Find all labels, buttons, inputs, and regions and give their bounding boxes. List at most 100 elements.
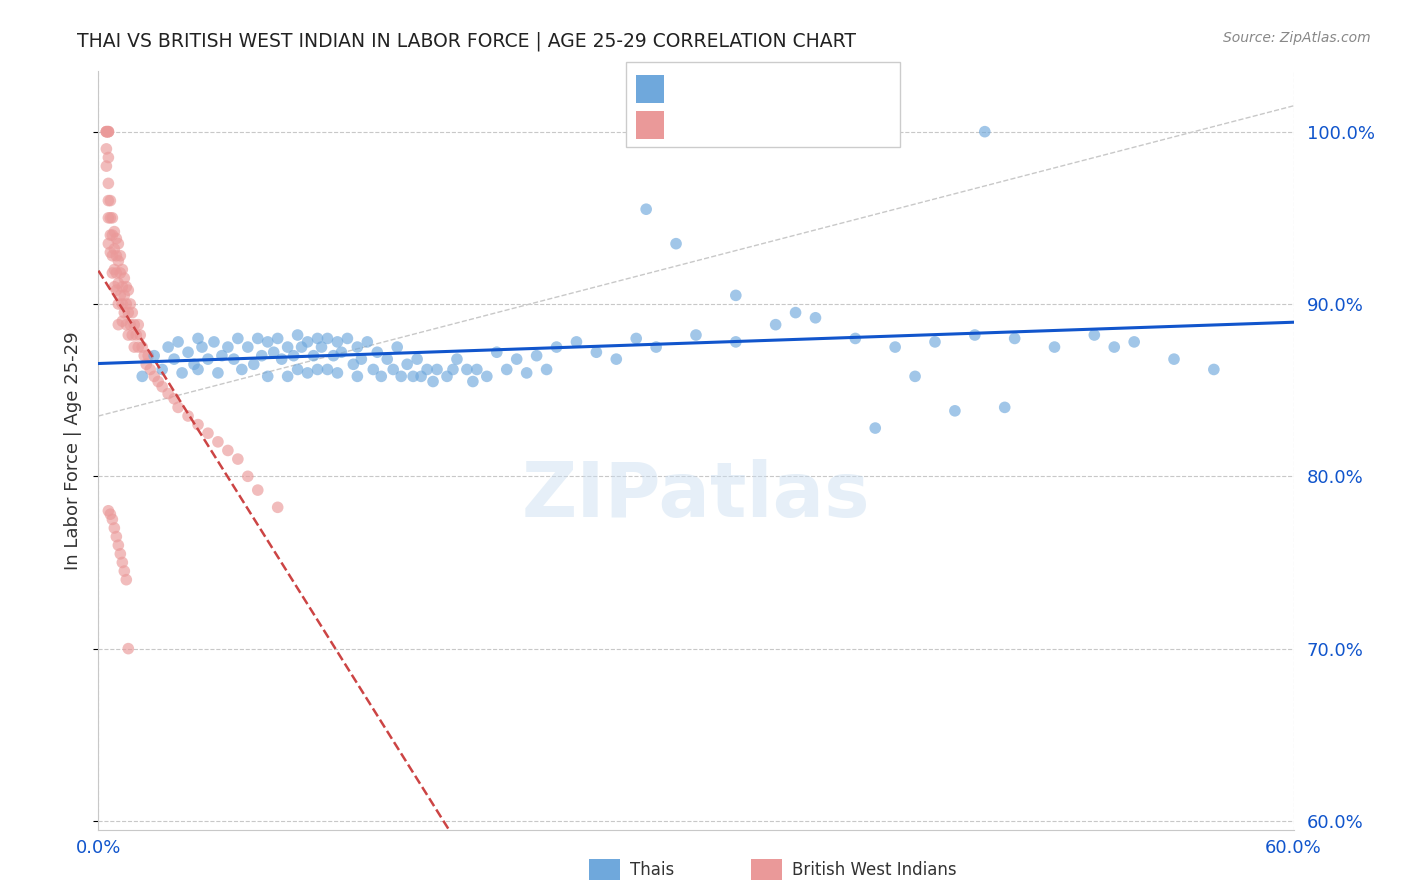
Point xyxy=(465,362,488,376)
Point xyxy=(636,202,658,217)
Point xyxy=(411,369,433,384)
Point xyxy=(246,331,269,345)
Point xyxy=(316,362,339,376)
Point xyxy=(115,297,138,311)
Point xyxy=(197,352,219,367)
Point xyxy=(346,340,368,354)
Point xyxy=(98,211,122,225)
Point xyxy=(526,349,548,363)
Point xyxy=(485,345,508,359)
Point xyxy=(311,340,333,354)
Point xyxy=(103,225,125,239)
Point xyxy=(884,340,907,354)
Point xyxy=(307,362,329,376)
Point xyxy=(1083,328,1105,343)
Point xyxy=(406,352,429,367)
Point xyxy=(98,507,122,521)
Point xyxy=(461,375,484,389)
Point xyxy=(222,352,245,367)
Point xyxy=(101,228,124,243)
Point xyxy=(117,283,139,297)
Point xyxy=(107,538,129,552)
Point xyxy=(246,483,269,497)
Point xyxy=(546,340,568,354)
Point xyxy=(107,297,129,311)
Point xyxy=(139,362,162,376)
Point xyxy=(97,125,120,139)
Point xyxy=(120,318,142,332)
Point xyxy=(385,340,409,354)
Text: British West Indians: British West Indians xyxy=(792,861,956,879)
Point xyxy=(389,369,412,384)
Point xyxy=(105,530,128,544)
Point xyxy=(256,369,278,384)
Point xyxy=(346,369,368,384)
Point xyxy=(267,500,290,515)
Text: R =: R = xyxy=(672,116,709,134)
Point xyxy=(226,331,249,345)
Point xyxy=(217,340,239,354)
Point xyxy=(96,125,118,139)
Point xyxy=(330,345,353,359)
Point xyxy=(994,401,1017,415)
Point xyxy=(231,362,253,376)
Point xyxy=(236,469,259,483)
Point xyxy=(107,318,129,332)
Point xyxy=(307,331,329,345)
Point xyxy=(111,556,134,570)
Point xyxy=(924,334,946,349)
Point xyxy=(110,249,132,263)
Point xyxy=(724,334,747,349)
Point xyxy=(605,352,627,367)
Point xyxy=(172,366,194,380)
Point xyxy=(446,352,468,367)
Point xyxy=(426,362,449,376)
Point xyxy=(97,211,120,225)
Point xyxy=(111,314,134,328)
Text: ZIPatlas: ZIPatlas xyxy=(522,459,870,533)
Point xyxy=(277,340,299,354)
Text: THAI VS BRITISH WEST INDIAN IN LABOR FORCE | AGE 25-29 CORRELATION CHART: THAI VS BRITISH WEST INDIAN IN LABOR FOR… xyxy=(77,31,856,51)
Point xyxy=(112,271,135,285)
Point xyxy=(536,362,558,376)
Text: 91: 91 xyxy=(797,116,820,134)
Point xyxy=(804,310,827,325)
Point xyxy=(110,288,132,302)
Point xyxy=(183,357,205,371)
Point xyxy=(96,142,118,156)
Point xyxy=(342,357,364,371)
Point xyxy=(250,349,273,363)
Point xyxy=(167,334,190,349)
Point xyxy=(115,279,138,293)
Point xyxy=(112,564,135,578)
Point xyxy=(96,125,118,139)
Point xyxy=(973,125,995,139)
Point xyxy=(267,331,290,345)
Point xyxy=(105,283,128,297)
Point xyxy=(150,380,173,394)
Point xyxy=(336,331,359,345)
Point xyxy=(765,318,787,332)
Point xyxy=(107,236,129,251)
Point xyxy=(316,331,339,345)
Point xyxy=(326,366,349,380)
Point xyxy=(177,345,200,359)
Point xyxy=(207,366,229,380)
Point xyxy=(785,305,807,319)
Point xyxy=(1104,340,1126,354)
Point xyxy=(565,334,588,349)
Point xyxy=(441,362,464,376)
Point xyxy=(97,125,120,139)
Point xyxy=(197,426,219,441)
Point xyxy=(302,349,325,363)
Point xyxy=(135,357,157,371)
Point xyxy=(375,352,398,367)
Point xyxy=(963,328,986,343)
Point xyxy=(163,392,186,406)
Point xyxy=(131,369,153,384)
Point xyxy=(207,434,229,449)
Point xyxy=(97,125,120,139)
Point xyxy=(217,443,239,458)
Point xyxy=(111,297,134,311)
Point xyxy=(322,349,344,363)
